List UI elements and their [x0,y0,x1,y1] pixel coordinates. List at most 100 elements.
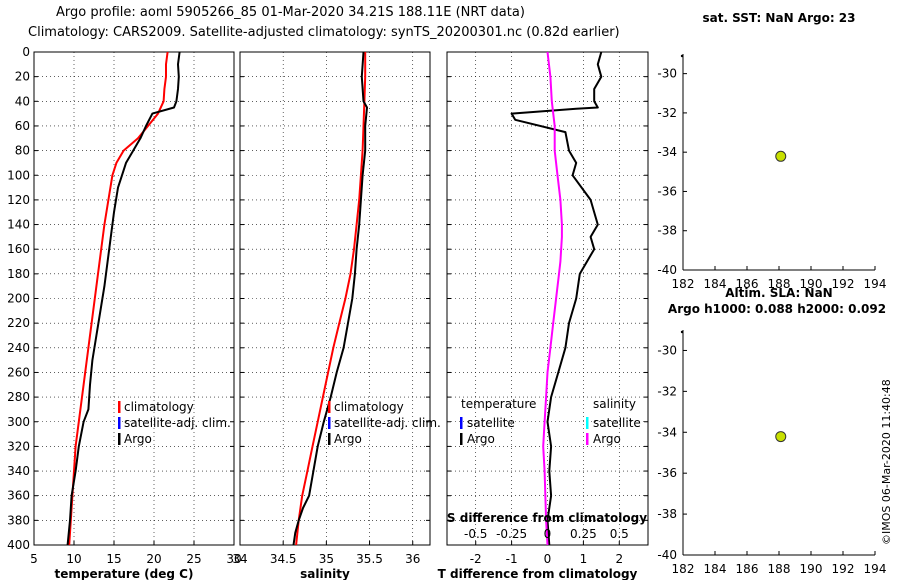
map-ytick-label-1-0: -30 [657,343,677,357]
legend-swatch-0-0 [118,401,121,413]
map-ytick-label-0-5: -40 [657,263,677,277]
xtick-label-0-4: 25 [186,552,201,566]
legend-swatch-0-1 [118,417,121,429]
xtick-label-2-4: 2 [615,552,623,566]
xtick-label-1-2: 35 [319,552,334,566]
map-ytick-label-0-4: -38 [657,224,677,238]
x2tick-label-2: 0 [544,527,552,541]
legend-swatch-temp-1 [460,433,463,445]
ytick-label-0-3: 60 [15,119,30,133]
map-ytick-label-0-3: -36 [657,184,677,198]
difference-line-temperature [510,51,603,546]
map-ytick-label-1-5: -40 [657,548,677,562]
map-xtick-label-0-6: 194 [864,277,887,291]
map-float-marker-1-0 [775,431,787,443]
ytick-label-0-14: 280 [7,390,30,404]
map-xtick-label-0-4: 190 [800,277,823,291]
legend-label-0-0: climatology [124,400,194,414]
xtick-label-1-3: 35.5 [356,552,383,566]
map-ytick-label-1-2: -34 [657,425,677,439]
xtick-label-2-3: 1 [580,552,588,566]
ytick-label-0-11: 220 [7,316,30,330]
ytick-label-0-15: 300 [7,415,30,429]
xtick-label-2-0: -2 [470,552,482,566]
map-xtick-label-1-1: 184 [704,562,727,576]
legend-swatch-1-2 [328,433,331,445]
xtick-label-0-2: 15 [106,552,121,566]
map-title-1: Altim. SLA: NaN [725,286,832,300]
map-xtick-label-0-2: 186 [736,277,759,291]
ytick-label-0-5: 100 [7,168,30,182]
map-title-0: sat. SST: NaN Argo: 23 [702,11,855,25]
map-xtick-label-1-4: 190 [800,562,823,576]
ytick-label-0-20: 400 [7,538,30,552]
legend-label-temp-1: Argo [467,432,495,446]
map-xtick-label-0-1: 184 [704,277,727,291]
xtick-label-1-0: 34 [232,552,247,566]
x2label: S difference from climatology [447,511,647,525]
xlabel-0: temperature (deg C) [55,567,194,580]
ytick-label-0-12: 240 [7,341,30,355]
map-xtick-label-0-5: 192 [832,277,855,291]
map-ytick-label-0-2: -34 [657,145,677,159]
x2tick-label-3: 0.25 [570,527,597,541]
xtick-label-0-1: 10 [66,552,81,566]
difference-line-salinity [542,51,563,546]
x2tick-label-4: 0.5 [610,527,629,541]
ytick-label-0-1: 20 [15,70,30,84]
ytick-label-0-9: 180 [7,267,30,281]
map-xtick-label-1-2: 186 [736,562,759,576]
legend-swatch-sal-0 [586,417,589,429]
legend-label-1-2: Argo [334,432,362,446]
ytick-label-0-8: 160 [7,242,30,256]
ytick-label-0-17: 340 [7,464,30,478]
map-ytick-label-1-3: -36 [657,466,677,480]
xtick-label-0-5: 30 [226,552,241,566]
map-corner-mark-0 [680,54,684,58]
ytick-label-0-7: 140 [7,218,30,232]
x2tick-label-1: -0.25 [496,527,527,541]
ytick-label-0-18: 360 [7,489,30,503]
map-xtick-label-1-5: 192 [832,562,855,576]
legend-label-1-0: climatology [334,400,404,414]
salinity-line-argo [292,51,368,546]
xtick-label-1-4: 36 [405,552,420,566]
legend-label-sal-1: Argo [593,432,621,446]
legend-label-sal-0: satellite [593,416,641,430]
temperature-line-climatology [68,51,169,546]
map-xtick-label-0-0: 182 [672,277,695,291]
legend-swatch-1-1 [328,417,331,429]
temperature-line-argo [66,51,181,546]
xtick-label-2-2: 0 [544,552,552,566]
legend-title-temperature: temperature [461,397,536,411]
ytick-label-0-4: 80 [15,144,30,158]
legend-label-0-2: Argo [124,432,152,446]
xtick-label-2-1: -1 [506,552,518,566]
ytick-label-0-16: 320 [7,439,30,453]
map-ytick-label-0-1: -32 [657,106,677,120]
map-subtitle-1: Argo h1000: 0.088 h2000: 0.092 [668,302,886,316]
salinity-line-climatology [295,52,367,546]
map-xtick-label-1-3: 188 [768,562,791,576]
figure-title-line1: Argo profile: aoml 5905266_85 01-Mar-202… [56,5,525,20]
legend-swatch-temp-0 [460,417,463,429]
x2tick-label-0: -0.5 [464,527,487,541]
legend-swatch-1-0 [328,401,331,413]
xtick-label-1-1: 34.5 [270,552,297,566]
legend-label-0-1: satellite-adj. clim. [124,416,231,430]
ytick-label-0-0: 0 [22,45,30,59]
ytick-label-0-6: 120 [7,193,30,207]
ytick-label-0-13: 260 [7,365,30,379]
ytick-label-0-2: 40 [15,94,30,108]
map-ytick-label-1-4: -38 [657,507,677,521]
legend-label-temp-0: satellite [467,416,515,430]
legend-swatch-0-2 [118,433,121,445]
xlabel-1: salinity [300,567,350,580]
map-corner-mark-1 [680,330,684,334]
map-xtick-label-0-3: 188 [768,277,791,291]
legend-swatch-sal-1 [586,433,589,445]
map-xtick-label-1-6: 194 [864,562,887,576]
map-ytick-label-1-1: -32 [657,384,677,398]
xlabel-2: T difference from climatology [438,567,638,580]
